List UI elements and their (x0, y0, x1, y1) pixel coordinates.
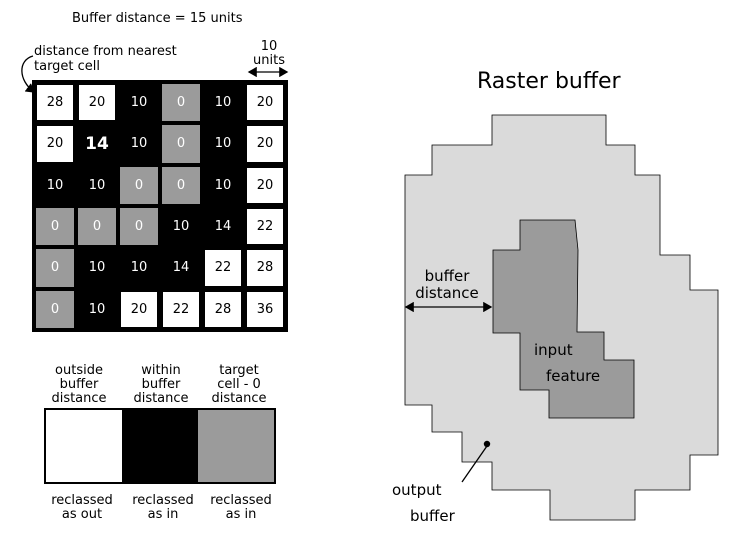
grid-cell: 36 (246, 290, 284, 328)
grid-cell: 0 (36, 208, 74, 246)
grid-cell: 0 (36, 249, 74, 287)
legend-bottom-label-3: reclassed as in (210, 493, 272, 522)
legend-swatch-target (198, 410, 274, 482)
grid-cell: 10 (204, 166, 242, 204)
grid-cell: 20 (246, 125, 284, 163)
grid-cell: 28 (36, 84, 74, 122)
input-label-2: feature (546, 367, 601, 385)
grid-cell: 10 (204, 84, 242, 122)
grid-cell: 22 (204, 249, 242, 287)
legend-swatches (44, 408, 276, 484)
grid-cell: 20 (120, 290, 158, 328)
grid-cell: 10 (78, 290, 116, 328)
grid-cell: 20 (246, 166, 284, 204)
legend-bottom-label-1: reclassed as out (51, 493, 113, 522)
distance-grid: 28 20 10 0 10 20 20 14 10 0 10 20 10 10 0 0 10 20 0 0 0 10 14 2… (32, 80, 288, 332)
grid-cell: 22 (162, 290, 200, 328)
legend-bottom-label-2: reclassed as in (132, 493, 194, 522)
output-buffer-dot (483, 440, 491, 448)
input-label-1: input (534, 341, 573, 359)
legend-swatch-within (122, 410, 198, 482)
output-label-1: output (392, 481, 442, 499)
grid-cell: 10 (78, 249, 116, 287)
grid-cell: 0 (36, 290, 74, 328)
grid-cell: 10 (36, 166, 74, 204)
diagram-title: Raster buffer (477, 69, 621, 94)
grid-title: Buffer distance = 15 units (72, 11, 243, 26)
grid-cell: 10 (204, 125, 242, 163)
grid-cell: 0 (120, 166, 158, 204)
legend-top-label-2: within buffer distance (133, 363, 189, 406)
legend-swatch-outside (46, 410, 122, 482)
grid-cell: 0 (162, 84, 200, 122)
grid-cell: 20 (246, 84, 284, 122)
input-feature-shape (492, 219, 635, 419)
legend-top-label-1: outside buffer distance (51, 363, 107, 406)
grid-cell: 28 (246, 249, 284, 287)
buffer-distance-label: buffer distance (415, 267, 479, 302)
output-buffer-pointer (461, 445, 488, 483)
scale-label: 10 units (253, 39, 285, 68)
output-buffer-shape (404, 114, 719, 521)
grid-cell: 0 (120, 208, 158, 246)
grid-cell: 10 (162, 208, 200, 246)
grid-cell: 28 (204, 290, 242, 328)
legend-top-label-3: target cell - 0 distance (211, 363, 267, 406)
grid-cell: 0 (78, 208, 116, 246)
grid-cell: 20 (78, 84, 116, 122)
grid-cell: 10 (78, 166, 116, 204)
grid-cell: 10 (120, 84, 158, 122)
grid-cell: 10 (120, 125, 158, 163)
grid-cell: 10 (120, 249, 158, 287)
grid-cell: 22 (246, 208, 284, 246)
output-label-2: buffer (410, 507, 455, 525)
grid-cell: 14 (162, 249, 200, 287)
grid-cell: 14 (204, 208, 242, 246)
grid-cell: 14 (78, 125, 116, 163)
distance-annotation: distance from nearest target cell (34, 44, 177, 74)
grid-cell: 0 (162, 125, 200, 163)
grid-cell: 0 (162, 166, 200, 204)
grid-cell: 20 (36, 125, 74, 163)
